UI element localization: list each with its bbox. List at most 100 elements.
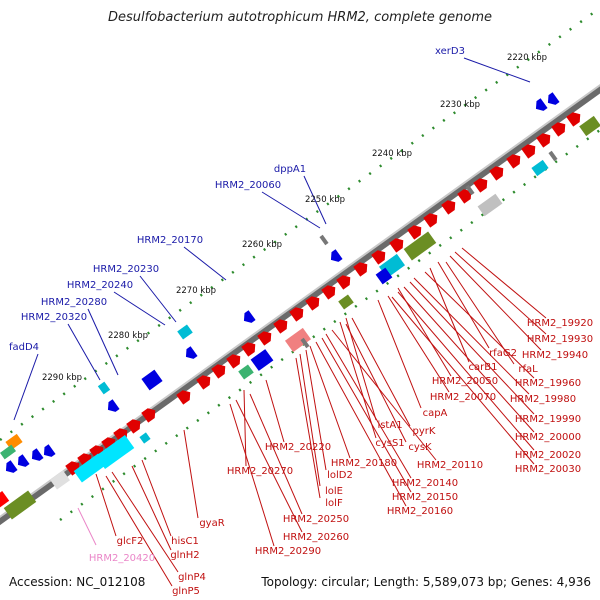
gene-label[interactable]: HRM2_19940 xyxy=(522,350,588,361)
gene-label[interactable]: glnH2 xyxy=(170,550,199,561)
gene-marker[interactable] xyxy=(300,337,310,349)
protein-domain-box[interactable] xyxy=(3,490,37,520)
gene-label[interactable]: HRM2_20240 xyxy=(67,280,133,291)
gene-label[interactable]: HRM2_20290 xyxy=(255,546,321,557)
gene-label[interactable]: HRM2_20180 xyxy=(331,458,397,469)
gene-marker[interactable] xyxy=(548,150,558,162)
gene-label[interactable]: xerD3 xyxy=(435,46,465,57)
protein-domain-box[interactable] xyxy=(338,294,354,310)
feature-track[interactable] xyxy=(0,92,600,520)
forward-cds-arrow[interactable] xyxy=(506,151,524,169)
gene-label[interactable]: HRM2_20220 xyxy=(265,442,331,453)
protein-domain-box[interactable] xyxy=(403,231,437,261)
gene-labels[interactable]: xerD3 dppA1 HRM2_20060 HRM2_20170 HRM2_20230… xyxy=(9,46,593,597)
reverse-cds-arrow[interactable] xyxy=(544,92,560,108)
reverse-cds-arrow[interactable] xyxy=(2,460,18,476)
gene-label[interactable]: istA1 xyxy=(377,420,402,431)
gene-label[interactable]: HRM2_20110 xyxy=(417,460,483,471)
protein-domain-box[interactable] xyxy=(531,159,549,177)
gene-label[interactable]: lolE xyxy=(325,486,343,497)
forward-cds-arrow[interactable] xyxy=(211,361,229,379)
forward-cds-arrow[interactable] xyxy=(536,130,554,148)
reverse-cds-arrow[interactable] xyxy=(532,98,548,114)
forward-cds-arrow[interactable] xyxy=(489,163,507,181)
protein-domain-box[interactable] xyxy=(50,470,70,490)
forward-cds-arrow[interactable] xyxy=(353,259,371,277)
reverse-cds-arrow[interactable] xyxy=(182,346,198,362)
forward-cds-arrow[interactable] xyxy=(289,304,307,322)
forward-cds-arrow[interactable] xyxy=(551,119,569,137)
forward-cds-arrow[interactable] xyxy=(423,210,441,228)
gene-label[interactable]: lolF xyxy=(325,498,343,509)
gene-label[interactable]: HRM2_19920 xyxy=(527,318,593,329)
gene-label[interactable]: cysK xyxy=(408,442,432,453)
gene-label[interactable]: HRM2_20280 xyxy=(41,297,107,308)
gene-label[interactable]: HRM2_19930 xyxy=(527,334,593,345)
forward-cds-arrow[interactable] xyxy=(473,175,491,193)
protein-domain-box[interactable] xyxy=(375,267,393,285)
protein-domain-box[interactable] xyxy=(0,444,17,460)
gene-label[interactable]: glnP5 xyxy=(172,586,200,597)
forward-cds-arrow[interactable] xyxy=(273,316,291,334)
forward-cds-arrow[interactable] xyxy=(457,186,475,204)
protein-domain-box[interactable] xyxy=(141,369,163,391)
forward-cds-arrow[interactable] xyxy=(389,235,407,253)
gene-label[interactable]: glnP4 xyxy=(178,572,206,583)
protein-domain-box[interactable] xyxy=(97,381,111,395)
gene-label[interactable]: capA xyxy=(423,408,448,419)
forward-cds-arrow[interactable] xyxy=(441,197,459,215)
pseudogene-label[interactable]: HRM2_20420 xyxy=(89,553,155,564)
gene-label[interactable]: HRM2_20140 xyxy=(392,478,458,489)
protein-domain-box[interactable] xyxy=(238,364,254,380)
forward-cds-arrow[interactable] xyxy=(321,282,339,300)
protein-domain-box[interactable] xyxy=(579,115,600,137)
gene-label[interactable]: HRM2_20050 xyxy=(432,376,498,387)
gene-label[interactable]: HRM2_20270 xyxy=(227,466,293,477)
gene-label[interactable]: rfaL xyxy=(518,364,538,375)
gene-label[interactable]: HRM2_20070 xyxy=(430,392,496,403)
protein-domain-box[interactable] xyxy=(284,327,312,353)
gene-marker[interactable] xyxy=(465,184,475,196)
gene-marker[interactable] xyxy=(319,234,329,246)
gene-label[interactable]: carB1 xyxy=(469,362,498,373)
gene-label[interactable]: HRM2_20150 xyxy=(392,492,458,503)
gene-label[interactable]: glcF2 xyxy=(117,536,144,547)
protein-domain-box[interactable] xyxy=(73,453,107,483)
forward-cds-arrow[interactable] xyxy=(371,247,389,265)
gene-label[interactable]: HRM2_20170 xyxy=(137,235,203,246)
protein-domain-box[interactable] xyxy=(0,491,10,509)
gene-label[interactable]: HRM2_20260 xyxy=(283,532,349,543)
forward-cds-arrow[interactable] xyxy=(257,328,275,346)
gene-label[interactable]: hisC1 xyxy=(171,536,199,547)
reverse-cds-arrow[interactable] xyxy=(240,310,256,326)
protein-domain-box[interactable] xyxy=(477,193,503,217)
reverse-cds-arrow[interactable] xyxy=(40,444,56,460)
forward-cds-arrow[interactable] xyxy=(196,372,214,390)
forward-cds-arrow[interactable] xyxy=(241,339,259,357)
forward-cds-arrow[interactable] xyxy=(226,351,244,369)
protein-domain-box[interactable] xyxy=(139,432,151,444)
gene-label[interactable]: dppA1 xyxy=(274,164,306,175)
forward-cds-arrow[interactable] xyxy=(566,109,584,127)
gene-label[interactable]: HRM2_20250 xyxy=(283,514,349,525)
protein-domain-box[interactable] xyxy=(250,349,274,371)
reverse-cds-arrow[interactable] xyxy=(104,399,120,415)
gene-label[interactable]: HRM2_20320 xyxy=(21,312,87,323)
gene-label[interactable]: HRM2_20030 xyxy=(515,464,581,475)
gene-label[interactable]: fadD4 xyxy=(9,342,39,353)
gene-label[interactable]: cysS1 xyxy=(375,438,404,449)
gene-label[interactable]: gyaR xyxy=(199,518,224,529)
gene-label[interactable]: lolD2 xyxy=(327,470,353,481)
protein-domain-box[interactable] xyxy=(95,434,135,470)
forward-cds-arrow[interactable] xyxy=(126,416,144,434)
forward-cds-arrow[interactable] xyxy=(407,222,425,240)
gene-label[interactable]: rfaG2 xyxy=(489,348,517,359)
reverse-cds-arrow[interactable] xyxy=(14,454,30,470)
gene-label[interactable]: HRM2_20160 xyxy=(387,506,453,517)
reverse-cds-arrow[interactable] xyxy=(327,249,343,265)
forward-cds-arrow[interactable] xyxy=(176,387,194,405)
forward-cds-arrow[interactable] xyxy=(305,293,323,311)
forward-cds-arrow[interactable] xyxy=(521,141,539,159)
